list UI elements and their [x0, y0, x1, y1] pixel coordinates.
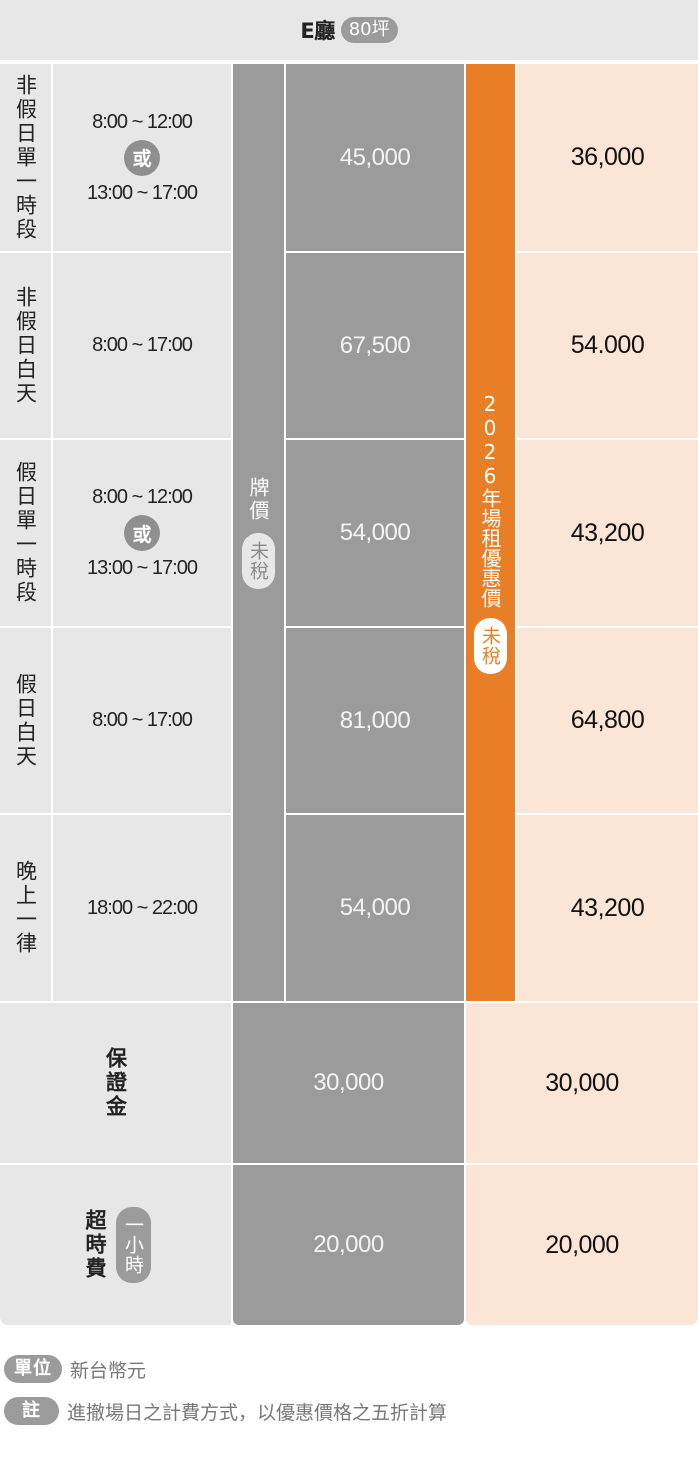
deposit-label: 保證金	[103, 1047, 128, 1119]
list-price-cell: 67,500	[286, 253, 464, 438]
overtime-unit-badge: 一小時	[116, 1207, 151, 1283]
time-slot-morning: 8:00 ~ 12:00	[92, 110, 193, 133]
row-label-cell: 晚上一律	[0, 815, 51, 1001]
list-price: 67,500	[339, 331, 411, 359]
overtime-promo-price: 20,000	[545, 1230, 619, 1259]
deposit-list-price: 30,000	[313, 1069, 384, 1096]
promo-price: 54.000	[570, 331, 645, 359]
row-label-cell: 假日白天	[0, 628, 51, 813]
time-slot-afternoon: 13:00 ~ 17:00	[87, 557, 198, 579]
list-price-cell: 54,000	[286, 815, 464, 1001]
row-label-cell: 非假日單一時段	[0, 64, 51, 251]
hall-size-badge: 80坪	[340, 17, 398, 43]
deposit-promo-cell: 30,000	[466, 1003, 698, 1163]
promo-price-cell: 43,200	[517, 815, 698, 1001]
overtime-list-price: 20,000	[313, 1231, 384, 1258]
deposit-list-cell: 30,000	[233, 1003, 464, 1163]
time-cell: 8:00 ~ 12:00 或 13:00 ~ 17:00	[53, 440, 231, 626]
remark-text: 進撤場日之計費方式，以優惠價格之五折計算	[67, 1401, 448, 1424]
time-slot: 18:00 ~ 22:00	[87, 896, 198, 919]
time-cell: 8:00 ~ 17:00	[53, 628, 231, 813]
time-slot: 8:00 ~ 17:00	[92, 334, 193, 356]
promo-price: 43,200	[570, 518, 645, 547]
list-price-header: 牌價 未稅	[233, 64, 284, 1001]
list-price: 54,000	[339, 519, 411, 546]
promo-price: 64,800	[570, 706, 645, 734]
promo-price: 43,200	[570, 893, 645, 922]
promo-price-cell: 43,200	[517, 440, 698, 626]
row-label-cell: 非假日白天	[0, 253, 51, 438]
or-badge: 或	[124, 515, 160, 551]
time-slot-morning: 8:00 ~ 12:00	[92, 486, 193, 508]
discount-label: 2026年場租優惠價	[478, 391, 502, 608]
footer-notes: 單位 新台幣元 註 進撤場日之計費方式，以優惠價格之五折計算	[4, 1352, 694, 1428]
list-price-cell: 81,000	[286, 628, 464, 813]
hall-name: E廳	[300, 19, 335, 43]
list-price: 45,000	[339, 143, 411, 171]
unit-note: 單位 新台幣元	[4, 1352, 694, 1386]
discount-tax-badge: 未稅	[474, 617, 507, 674]
list-price: 54,000	[339, 894, 411, 921]
discount-price-header: 2026年場租優惠價 未稅	[466, 64, 515, 1001]
promo-price-cell: 54.000	[517, 253, 698, 438]
overtime-label: 超時費	[83, 1209, 107, 1281]
time-cell: 8:00 ~ 17:00	[53, 253, 231, 438]
row-label: 假日白天	[13, 672, 38, 769]
promo-price-cell: 36,000	[517, 64, 698, 251]
or-badge: 或	[124, 139, 160, 176]
promo-price-cell: 64,800	[517, 628, 698, 813]
promo-price: 36,000	[570, 143, 645, 171]
list-price: 81,000	[339, 706, 411, 734]
list-price-cell: 45,000	[286, 64, 464, 251]
deposit-promo-price: 30,000	[545, 1068, 619, 1097]
overtime-label-cell: 超時費 一小時	[0, 1165, 231, 1325]
hall-header: E廳 80坪	[0, 0, 698, 62]
row-label: 非假日單一時段	[13, 73, 38, 242]
list-price-tax-badge: 未稅	[242, 532, 275, 589]
list-price-label: 牌價	[246, 476, 270, 523]
time-slot-afternoon: 13:00 ~ 17:00	[87, 181, 198, 204]
unit-badge: 單位	[4, 1355, 62, 1383]
time-cell: 8:00 ~ 12:00 或 13:00 ~ 17:00	[53, 64, 231, 251]
remark-note: 註 進撤場日之計費方式，以優惠價格之五折計算	[4, 1394, 694, 1428]
row-label: 晚上一律	[13, 860, 38, 956]
row-label: 非假日白天	[13, 285, 38, 406]
time-slot: 8:00 ~ 17:00	[92, 709, 193, 731]
remark-badge: 註	[4, 1397, 59, 1425]
time-cell: 18:00 ~ 22:00	[53, 815, 231, 1001]
unit-text: 新台幣元	[70, 1359, 147, 1382]
overtime-list-cell: 20,000	[233, 1165, 464, 1325]
deposit-label-cell: 保證金	[0, 1003, 231, 1163]
row-label-cell: 假日單一時段	[0, 440, 51, 626]
row-label: 假日單一時段	[13, 461, 38, 605]
overtime-promo-cell: 20,000	[466, 1165, 698, 1325]
list-price-cell: 54,000	[286, 440, 464, 626]
